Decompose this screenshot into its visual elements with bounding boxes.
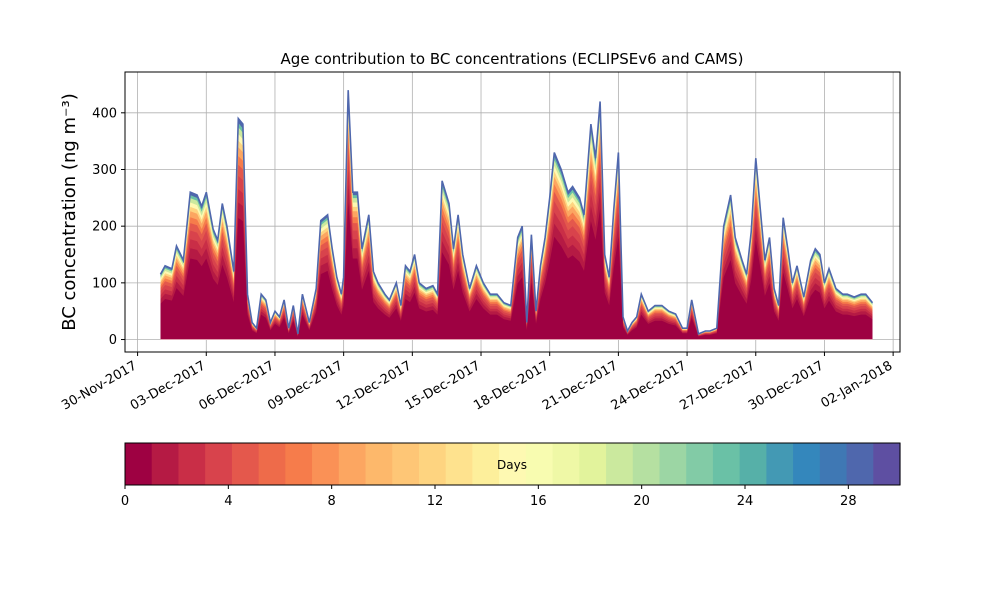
colorbar-bin bbox=[525, 443, 554, 485]
colorbar-bin bbox=[712, 443, 741, 485]
colorbar-bin bbox=[445, 443, 474, 485]
plot-frame bbox=[124, 71, 901, 353]
colorbar-frame bbox=[124, 442, 901, 486]
colorbar-tick-label: 28 bbox=[840, 494, 857, 509]
y-tick-label: 0 bbox=[109, 333, 117, 348]
colorbar-bin bbox=[285, 443, 313, 485]
colorbar-bin bbox=[739, 443, 767, 485]
colorbar-bin bbox=[338, 443, 367, 485]
colorbar-tick-label: 0 bbox=[121, 494, 129, 509]
colorbar-bin bbox=[552, 443, 580, 485]
colorbar-tick-label: 4 bbox=[224, 494, 232, 509]
y-axis-ticks: 0 100 200 300 400 bbox=[92, 106, 125, 348]
colorbar-bin bbox=[846, 443, 874, 485]
colorbar-tick-label: 24 bbox=[737, 494, 754, 509]
y-tick-label: 100 bbox=[92, 276, 117, 291]
colorbar-bin bbox=[793, 443, 821, 485]
colorbar-bin bbox=[686, 443, 714, 485]
colorbar-bin bbox=[499, 443, 527, 485]
colorbar-bin bbox=[231, 443, 260, 485]
y-tick-label: 300 bbox=[92, 163, 117, 178]
colorbar-tick-label: 20 bbox=[633, 494, 650, 509]
colorbar-bin bbox=[819, 443, 848, 485]
stacked-area-layers bbox=[160, 90, 873, 341]
colorbar-bin bbox=[606, 443, 634, 485]
colorbar-bin bbox=[312, 443, 340, 485]
colorbar-bin bbox=[258, 443, 286, 485]
age-layer-area bbox=[160, 202, 873, 340]
colorbar-tick-label: 8 bbox=[328, 494, 336, 509]
colorbar-ticks: 0 4 8 12 16 20 24 28 bbox=[121, 485, 857, 509]
colorbar-bin bbox=[873, 443, 901, 485]
chart-title: Age contribution to BC concentrations (E… bbox=[281, 50, 744, 68]
colorbar bbox=[125, 443, 901, 485]
y-tick-label: 200 bbox=[92, 220, 117, 235]
colorbar-bin bbox=[365, 443, 393, 485]
colorbar-bin bbox=[632, 443, 661, 485]
colorbar-tick-label: 16 bbox=[530, 494, 547, 509]
colorbar-bin bbox=[659, 443, 687, 485]
colorbar-label: Days bbox=[497, 458, 527, 472]
y-axis-label: BC concentration (ng m⁻³) bbox=[59, 93, 80, 331]
colorbar-bin bbox=[418, 443, 447, 485]
colorbar-bin bbox=[205, 443, 233, 485]
colorbar-bin bbox=[392, 443, 420, 485]
colorbar-bin bbox=[766, 443, 794, 485]
y-tick-label: 400 bbox=[92, 106, 117, 121]
colorbar-bin bbox=[472, 443, 500, 485]
colorbar-bin bbox=[178, 443, 206, 485]
total-concentration-line bbox=[159, 90, 874, 336]
colorbar-bin bbox=[579, 443, 607, 485]
colorbar-bin bbox=[125, 443, 153, 485]
colorbar-bin bbox=[151, 443, 180, 485]
colorbar-tick-label: 12 bbox=[427, 494, 444, 509]
